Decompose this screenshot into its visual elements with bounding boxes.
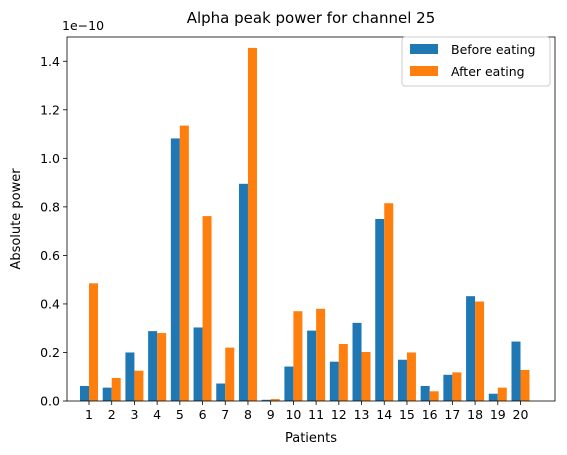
bar-after-15: [406, 352, 416, 401]
plot-frame: [66, 36, 556, 402]
legend-label-before-eating: Before eating: [451, 42, 535, 57]
y-axis-label: Absolute power: [9, 168, 24, 270]
bar-before-18: [466, 296, 476, 401]
x-tick-label-18: 18: [467, 407, 483, 422]
bar-before-5: [170, 138, 180, 401]
y-tick-label-5: 1.0: [40, 151, 60, 166]
chart-title: Alpha peak power for channel 25: [187, 9, 436, 27]
bar-before-2: [102, 387, 112, 401]
x-tick-label-14: 14: [376, 407, 392, 422]
bar-before-4: [148, 331, 158, 401]
bar-before-3: [125, 352, 135, 401]
bar-before-10: [284, 366, 294, 401]
x-tick-label-15: 15: [399, 407, 415, 422]
bar-before-19: [488, 393, 498, 401]
bar-after-16: [429, 391, 439, 401]
x-tick-label-17: 17: [444, 407, 460, 422]
bar-before-7: [216, 383, 226, 401]
x-tick-label-5: 5: [176, 407, 184, 422]
bar-before-15: [397, 359, 407, 401]
bar-after-19: [497, 387, 507, 401]
y-tick-label-3: 0.6: [40, 248, 60, 263]
x-tick-label-9: 9: [267, 407, 275, 422]
bar-after-3: [134, 370, 144, 401]
y-tick-label-2: 0.4: [40, 296, 60, 311]
y-tick-label-7: 1.4: [40, 54, 60, 69]
legend-frame: [401, 36, 551, 87]
bar-before-8: [238, 183, 248, 401]
bar-after-20: [520, 369, 530, 401]
bar-after-9: [270, 399, 280, 401]
x-tick-label-12: 12: [331, 407, 347, 422]
bar-before-16: [420, 385, 430, 401]
x-tick-label-19: 19: [490, 407, 506, 422]
legend: Before eating After eating: [401, 36, 551, 87]
bar-after-7: [225, 347, 235, 401]
bar-before-1: [80, 385, 89, 401]
bar-after-1: [89, 283, 98, 401]
bar-after-4: [157, 333, 167, 401]
bars-layer: [80, 47, 530, 402]
x-tick-label-16: 16: [422, 407, 438, 422]
bar-after-5: [179, 125, 189, 401]
x-axis: 1 2 3 4 5 6 7 8 9 10 11 12 13 14 15 16 17 18 19 20: [85, 401, 528, 422]
x-tick-label-11: 11: [308, 407, 324, 422]
bar-before-12: [329, 361, 339, 401]
x-tick-label-3: 3: [130, 407, 138, 422]
x-tick-label-6: 6: [199, 407, 207, 422]
x-axis-label: Patients: [285, 431, 337, 446]
bar-before-14: [375, 219, 385, 401]
x-tick-label-8: 8: [244, 407, 252, 422]
y-tick-label-1: 0.2: [40, 345, 60, 360]
bar-before-6: [193, 327, 203, 401]
bar-after-8: [247, 47, 257, 402]
bar-after-14: [384, 203, 394, 401]
y-axis: 0.0 0.2 0.4 0.6 0.8 1.0 1.2 1.4: [40, 54, 67, 409]
bar-before-11: [307, 330, 317, 401]
bar-after-18: [475, 301, 485, 401]
bar-after-13: [361, 351, 371, 401]
x-tick-label-1: 1: [85, 407, 93, 422]
bar-after-6: [202, 216, 212, 401]
x-tick-label-4: 4: [153, 407, 161, 422]
bar-after-2: [111, 377, 121, 401]
y-tick-label-6: 1.2: [40, 102, 60, 117]
legend-label-after-eating: After eating: [451, 64, 525, 79]
bar-after-10: [293, 311, 303, 401]
y-tick-label-4: 0.8: [40, 199, 60, 214]
bar-after-17: [452, 372, 462, 401]
y-tick-label-0: 0.0: [40, 394, 60, 409]
bar-before-17: [443, 374, 453, 401]
bar-after-12: [338, 343, 348, 401]
legend-swatch-after-eating: [410, 66, 438, 76]
bar-before-20: [511, 341, 521, 401]
legend-swatch-before-eating: [410, 44, 438, 54]
y-scale-offset-label: 1e−10: [62, 18, 104, 33]
bar-after-11: [316, 308, 326, 401]
x-tick-label-13: 13: [354, 407, 370, 422]
x-tick-label-2: 2: [108, 407, 116, 422]
x-tick-label-10: 10: [285, 407, 301, 422]
x-tick-label-7: 7: [221, 407, 229, 422]
bar-before-13: [352, 322, 362, 401]
x-tick-label-20: 20: [513, 407, 529, 422]
bar-before-9: [261, 399, 271, 401]
